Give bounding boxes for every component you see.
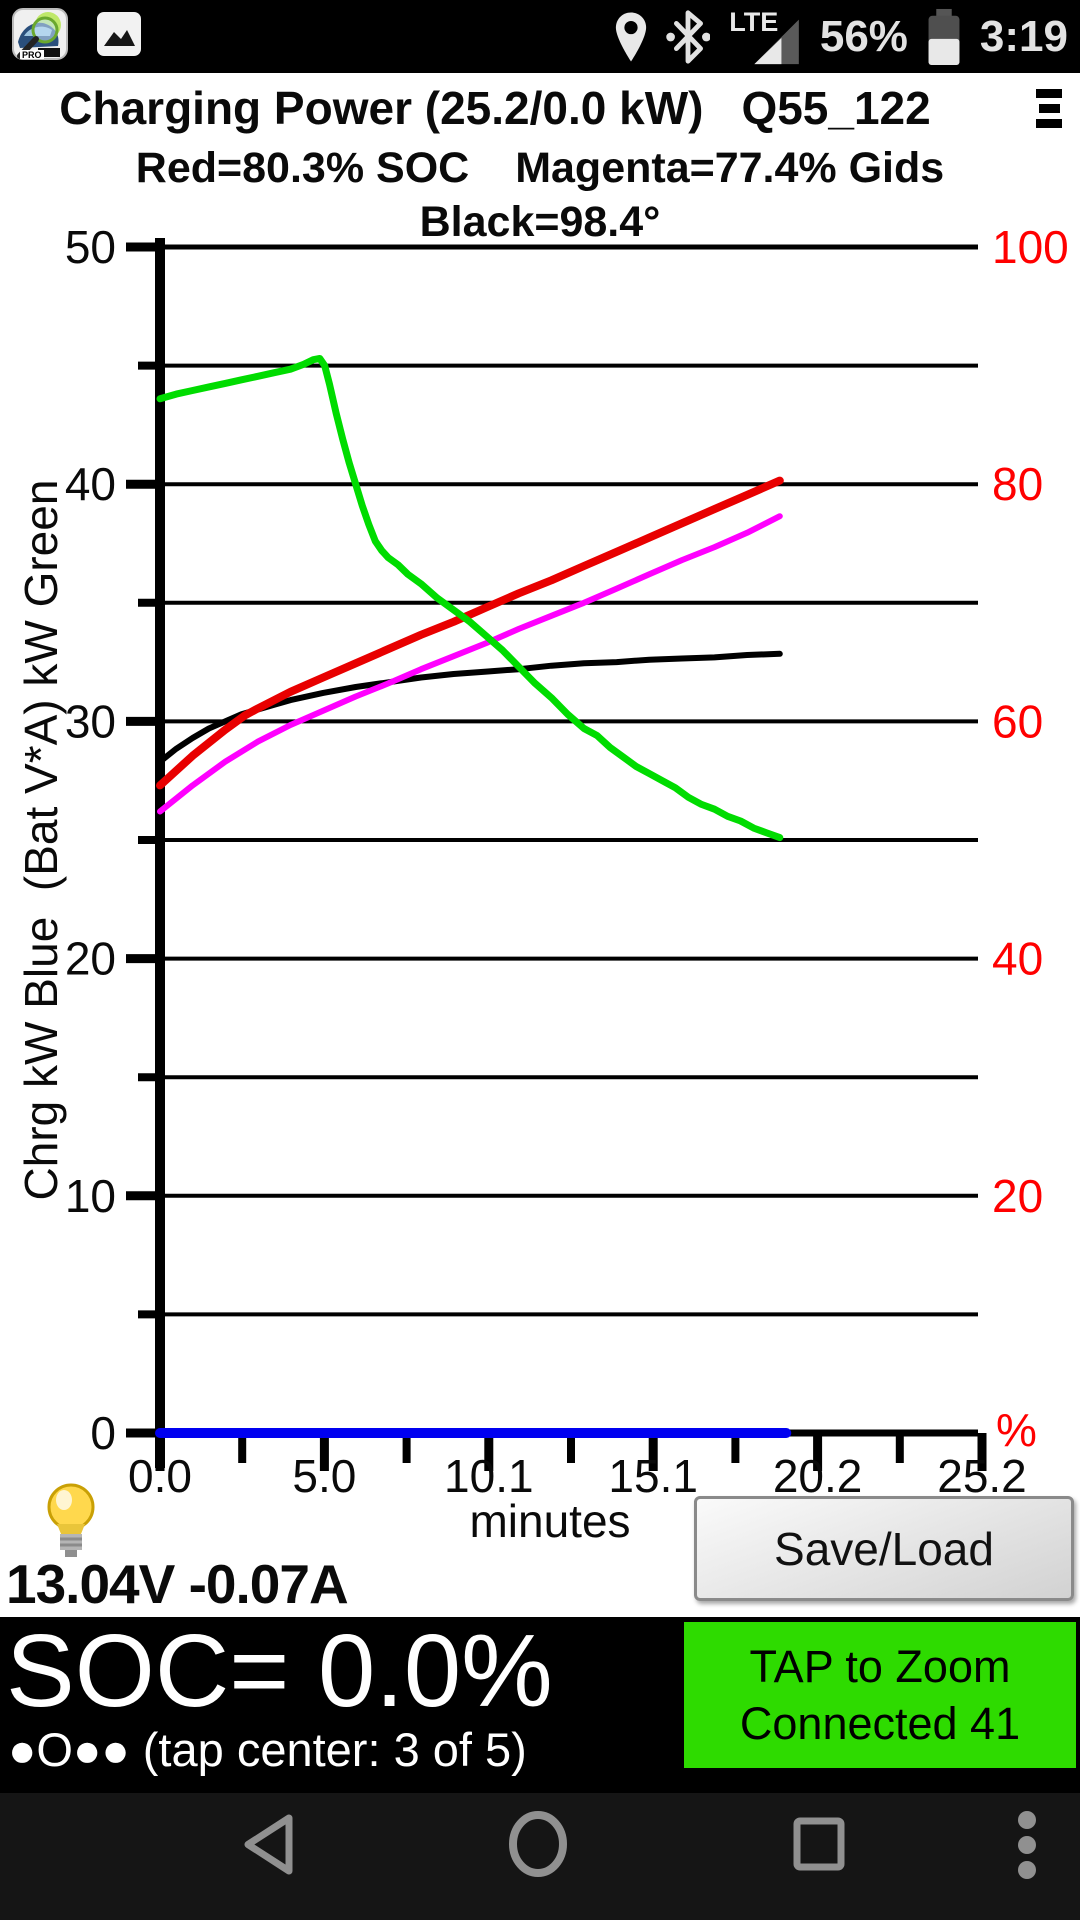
tap-to-zoom-button[interactable]: TAP to Zoom Connected 41 (684, 1622, 1076, 1768)
zoom-button-line2: Connected 41 (739, 1698, 1021, 1749)
zoom-button-line1: TAP to Zoom (749, 1641, 1011, 1692)
legend-red-soc: Red=80.3% SOC (135, 144, 470, 192)
svg-text:80: 80 (992, 458, 1043, 510)
recents-icon[interactable] (793, 1817, 845, 1871)
legend-magenta-gids: Magenta=77.4% Gids (515, 144, 945, 192)
svg-text:20: 20 (992, 1170, 1043, 1222)
svg-text:40: 40 (992, 933, 1043, 985)
svg-text:60: 60 (992, 695, 1043, 747)
svg-text:minutes: minutes (469, 1495, 630, 1547)
back-icon[interactable] (244, 1814, 293, 1875)
battery-percent-label: 56% (819, 11, 908, 61)
android-nav-bar (0, 1793, 1080, 1920)
svg-text:5.0: 5.0 (292, 1450, 356, 1502)
svg-text:15.1: 15.1 (608, 1450, 698, 1502)
svg-text:50: 50 (65, 230, 116, 273)
location-icon (614, 10, 648, 64)
session-id: Q55_122 (741, 82, 931, 134)
series-battery-power-green (156, 355, 784, 842)
series-soc-red (156, 476, 784, 790)
series-gids-magenta (157, 513, 783, 815)
lte-label: LTE (729, 8, 778, 37)
status-bar-left: PRO (12, 8, 142, 65)
battery-icon (926, 8, 962, 66)
gallery-icon (96, 11, 142, 62)
svg-text:10.1: 10.1 (444, 1450, 534, 1502)
page-title: Charging Power (25.2/0.0 kW) Q55_122 (0, 81, 1080, 135)
clock-label: 3:19 (979, 11, 1068, 61)
legend-line-1: Red=80.3% SOC Magenta=77.4% Gids (0, 144, 1080, 193)
status-bar: PRO LTE (0, 0, 1080, 73)
svg-text:10: 10 (65, 1170, 116, 1222)
leafspy-pro-app-icon: PRO (12, 8, 68, 65)
svg-text:0: 0 (90, 1407, 116, 1459)
status-bar-right: LTE 56% 3:19 (614, 8, 1068, 66)
save-load-button[interactable]: Save/Load (694, 1496, 1074, 1601)
lte-signal-icon: LTE (728, 8, 802, 66)
series-battery-temp-black (157, 650, 783, 765)
voltage-current-readout: 13.04V -0.07A (6, 1553, 349, 1615)
svg-text:20.2: 20.2 (773, 1450, 863, 1502)
legend-black-temp: Black=98.4° (419, 198, 661, 246)
svg-text:30: 30 (65, 695, 116, 747)
soc-bar: SOC= 0.0% ●O●● (tap center: 3 of 5) TAP … (0, 1617, 1080, 1793)
charging-power-chart[interactable]: 0 10 20 30 40 50 100 80 60 40 20% 0.0 5.0 10.1 15.1 20.… (0, 230, 1080, 1550)
lightbulb-icon[interactable] (44, 1482, 98, 1569)
page-indicator[interactable]: ●O●● (tap center: 3 of 5) (8, 1723, 527, 1776)
svg-text:%: % (996, 1404, 1037, 1456)
hamburger-menu-icon[interactable] (1036, 89, 1062, 128)
bluetooth-icon (666, 8, 710, 66)
svg-text:0.0: 0.0 (128, 1450, 192, 1502)
svg-text:25.2: 25.2 (937, 1450, 1027, 1502)
home-icon[interactable] (509, 1811, 567, 1877)
overflow-menu-icon[interactable] (1018, 1811, 1036, 1879)
chart-title: Charging Power (25.2/0.0 kW) (59, 82, 704, 134)
header: Charging Power (25.2/0.0 kW) Q55_122 Red… (0, 73, 1080, 247)
soc-readout: SOC= 0.0% (6, 1613, 553, 1728)
svg-text:40: 40 (65, 458, 116, 510)
svg-text:100: 100 (992, 230, 1069, 273)
svg-text:20: 20 (65, 933, 116, 985)
pro-badge-text: PRO (22, 50, 42, 60)
